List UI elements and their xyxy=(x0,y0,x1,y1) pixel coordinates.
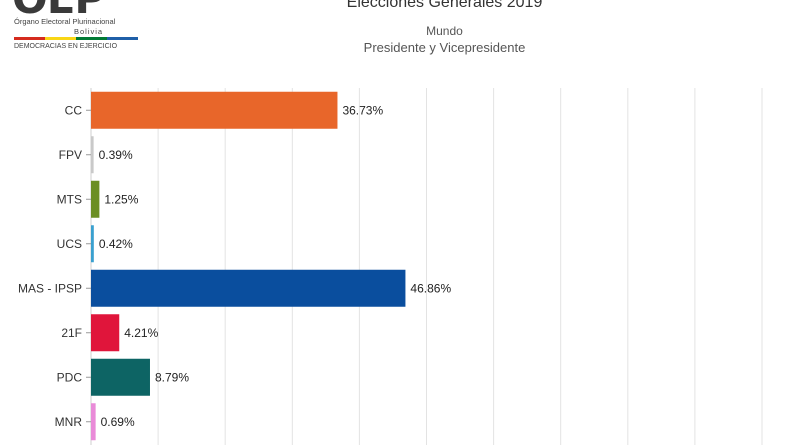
bar xyxy=(91,314,120,352)
stripe-green xyxy=(76,37,107,40)
category-label: PDC xyxy=(57,370,83,384)
stripe-blue xyxy=(107,37,138,40)
data-label: 0.42% xyxy=(99,237,133,251)
category-label: CC xyxy=(65,103,83,117)
page-subtitle-office: Presidente y Vicepresidente xyxy=(363,40,526,55)
page-title: Elecciones Generales 2019 xyxy=(346,0,543,11)
category-label: MAS - IPSP xyxy=(18,281,82,295)
data-label: 1.25% xyxy=(104,192,138,206)
logo-organization: Órgano Electoral Plurinacional xyxy=(14,17,116,26)
bar xyxy=(91,358,150,396)
bar xyxy=(91,269,406,307)
category-label: MTS xyxy=(57,192,82,206)
logo-wordmark: OEP xyxy=(12,0,105,20)
category-label: UCS xyxy=(57,237,82,251)
bar xyxy=(91,225,94,263)
oep-logo: OEP Órgano Electoral Plurinacional Boliv… xyxy=(12,0,142,56)
logo-slogan: DEMOCRACIAS EN EJERCICIO xyxy=(14,43,118,50)
bar xyxy=(91,180,100,218)
data-label: 46.86% xyxy=(410,281,451,295)
stripe-yellow xyxy=(45,37,76,40)
data-label: 0.69% xyxy=(101,415,135,429)
data-label: 0.39% xyxy=(99,148,133,162)
stripe-red xyxy=(14,37,45,40)
data-label: 4.21% xyxy=(124,326,158,340)
logo-color-stripe xyxy=(14,37,138,40)
data-label: 8.79% xyxy=(155,370,189,384)
bar xyxy=(91,136,94,174)
bar xyxy=(91,91,338,129)
logo-country: Bolivia xyxy=(74,27,104,36)
category-label: FPV xyxy=(59,148,82,162)
data-label: 36.73% xyxy=(342,103,383,117)
category-label: 21F xyxy=(61,326,82,340)
category-label: MNR xyxy=(55,415,83,429)
page-subtitle-region: Mundo xyxy=(426,24,463,38)
bar xyxy=(91,403,96,441)
